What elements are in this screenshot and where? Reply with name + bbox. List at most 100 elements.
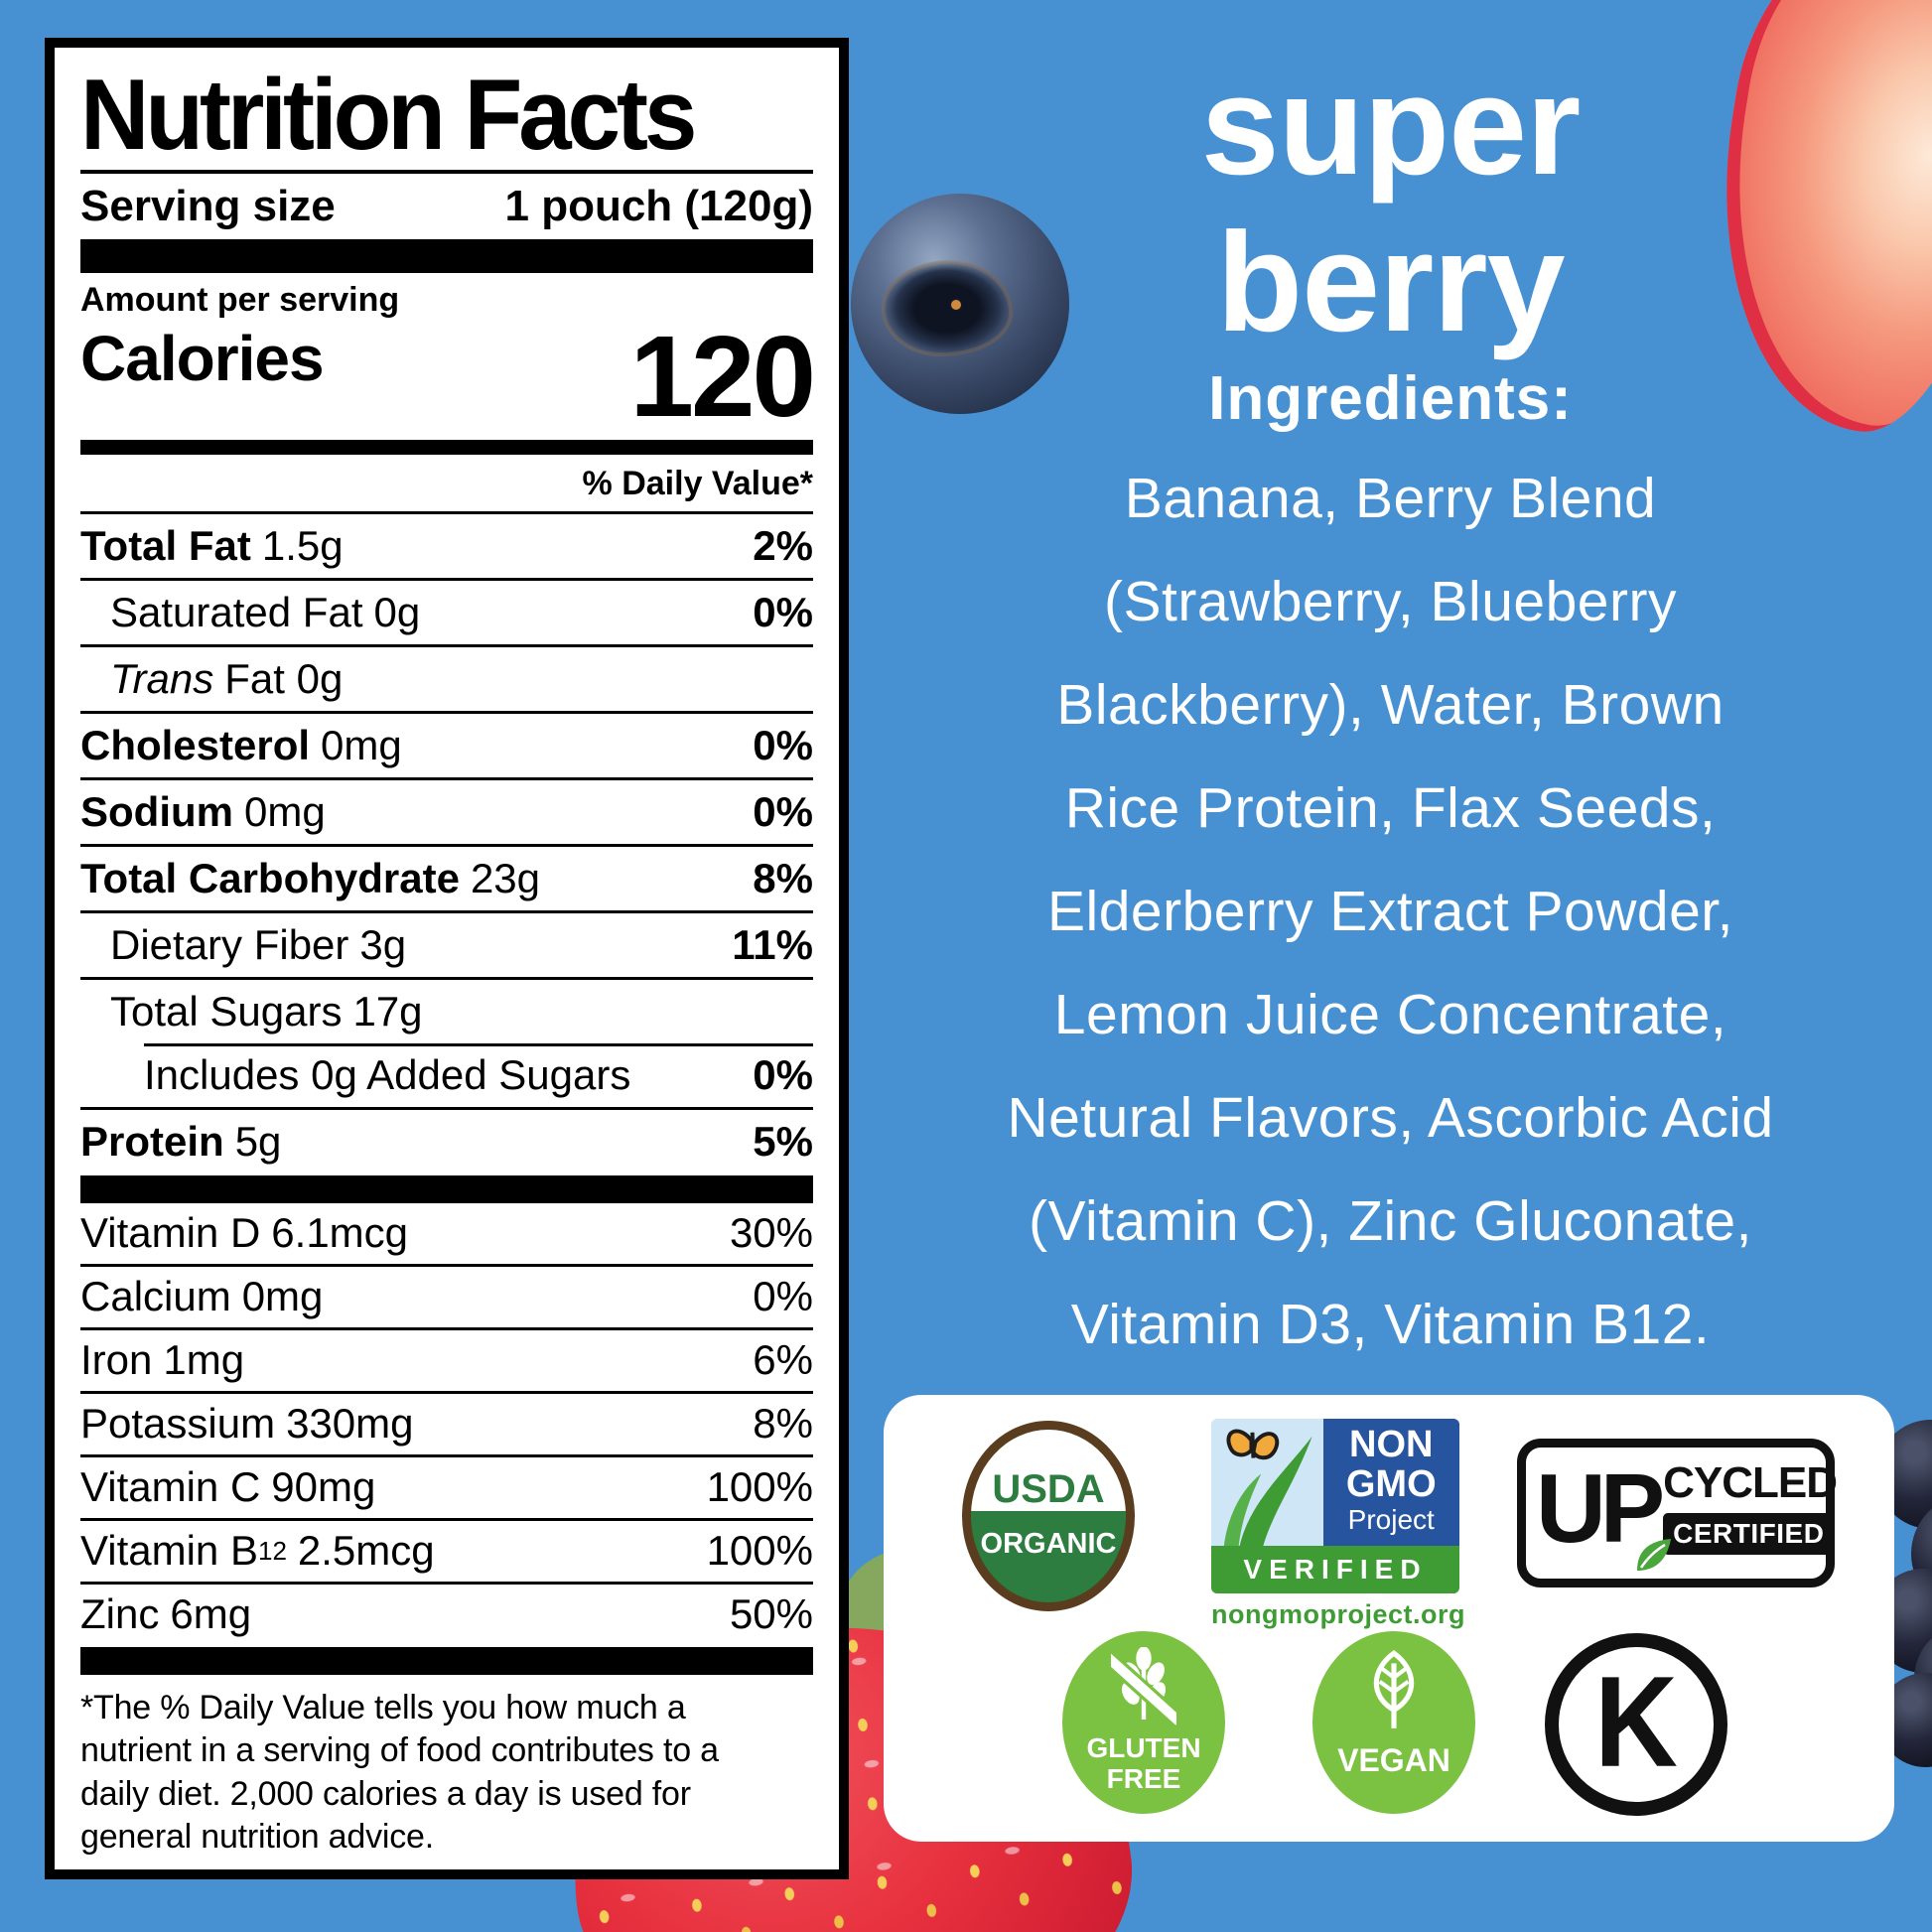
ingredients-line: Banana, Berry Blend — [1124, 467, 1657, 530]
nutrient-dv: 100% — [706, 1527, 813, 1575]
nutrient-row-sodium: Sodium 0mg 0% — [80, 780, 813, 847]
footnote-line: daily diet. 2,000 calories a day is used… — [80, 1774, 691, 1813]
ingredients-line: (Vitamin C), Zinc Gluconate, — [1029, 1189, 1752, 1253]
nutrient-dv: 100% — [706, 1463, 813, 1511]
leaf-icon — [1637, 1539, 1671, 1571]
nutrient-amount: 2.5mcg — [297, 1527, 435, 1575]
nutrient-row-total-carbohydrate: Total Carbohydrate 23g 8% — [80, 847, 813, 913]
nutrition-facts-title: Nutrition Facts — [80, 59, 697, 172]
butterfly-icon — [1223, 1429, 1312, 1547]
nutrient-row-trans-fat: Trans Fat 0g — [80, 647, 813, 714]
nutrient-dv: 0% — [753, 1050, 813, 1098]
daily-value-header: % Daily Value* — [80, 455, 813, 514]
nutrition-facts-panel: Nutrition Facts Serving size 1 pouch (12… — [45, 38, 849, 1879]
nutrient-dv: 5% — [753, 1117, 813, 1165]
product-title: super berry — [849, 48, 1932, 361]
product-title-line2: berry — [1216, 204, 1565, 361]
nutrient-name: Sodium — [80, 787, 233, 835]
nutrient-row-total-sugars: Total Sugars 17g — [80, 980, 813, 1043]
ingredients-line: Vitamin D3, Vitamin B12. — [1070, 1293, 1711, 1356]
nutrient-row-dietary-fiber: Dietary Fiber 3g 11% — [80, 913, 813, 980]
nutrient-amount: 23g — [470, 854, 541, 901]
blueberry-image — [851, 194, 1069, 414]
upcycled-up-label: UP — [1536, 1453, 1665, 1563]
micronutrient-row-potassium: Potassium 330mg 8% — [80, 1394, 813, 1457]
divider-thick — [80, 238, 813, 273]
verified-label: VERIFIED — [1211, 1546, 1459, 1593]
micronutrient-row-iron: Iron 1mg 6% — [80, 1330, 813, 1394]
footnote-line: *The % Daily Value tells you how much a — [80, 1688, 686, 1726]
nutrient-row-protein: Protein 5g 5% — [80, 1110, 813, 1173]
nutrient-amount: Fat 0g — [224, 654, 344, 702]
divider-medium — [80, 439, 813, 455]
micronutrient-row-calcium: Calcium 0mg 0% — [80, 1267, 813, 1330]
wheat-crossed-icon — [1102, 1646, 1185, 1728]
amount-per-serving-label: Amount per serving — [80, 280, 400, 319]
daily-value-footnote: *The % Daily Value tells you how much a … — [80, 1675, 813, 1860]
blueberry-stigma — [951, 299, 962, 310]
nutrient-name: Cholesterol — [80, 721, 311, 768]
nutrient-name: Trans — [110, 654, 214, 702]
non-label: NON — [1349, 1424, 1434, 1465]
nutrient-name: Saturated Fat — [110, 588, 363, 635]
micronutrient-row-vitamin-c: Vitamin C 90mg 100% — [80, 1457, 813, 1521]
ingredients-heading: Ingredients: — [1208, 364, 1573, 433]
footnote-line: nutrient in a serving of food contribute… — [80, 1731, 719, 1770]
nutrient-amount: 6mg — [170, 1590, 252, 1638]
ingredients-line: Netural Flavors, Ascorbic Acid — [1007, 1086, 1774, 1150]
serving-size-row: Serving size 1 pouch (120g) — [80, 174, 813, 239]
calories-label: Calories — [80, 322, 325, 394]
nutrient-name: Dietary Fiber — [110, 920, 349, 968]
footnote-line: general nutrition advice. — [80, 1818, 435, 1857]
nutrient-amount: 3g — [359, 920, 407, 968]
ingredients-list: Banana, Berry Blend (Strawberry, Blueber… — [849, 447, 1932, 1376]
free-label: FREE — [1106, 1763, 1181, 1794]
nutrient-name: Total Sugars — [110, 987, 343, 1035]
nutrient-amount: 0mg — [321, 721, 402, 768]
nutrient-name: Total Carbohydrate — [80, 854, 460, 901]
nutrient-dv: 30% — [729, 1209, 813, 1257]
nutrient-name: Iron — [80, 1336, 153, 1384]
usda-label: USDA — [992, 1467, 1105, 1512]
nutrient-amount: 0g — [373, 588, 421, 635]
nutrient-dv: 11% — [732, 920, 813, 968]
vegan-label: VEGAN — [1337, 1742, 1450, 1778]
nutrient-row-saturated-fat: Saturated Fat 0g 0% — [80, 581, 813, 647]
ingredients-line: (Strawberry, Blueberry — [1104, 570, 1677, 633]
nutrient-name: Includes 0g Added Sugars — [144, 1050, 631, 1098]
organic-label: ORGANIC — [980, 1528, 1117, 1561]
micronutrient-row-vitamin-d: Vitamin D 6.1mcg 30% — [80, 1203, 813, 1267]
serving-size-label: Serving size — [80, 181, 336, 230]
nutrient-dv: 0% — [753, 1273, 813, 1320]
nutrient-name: Calcium — [80, 1273, 231, 1320]
usda-organic-seal: USDA ORGANIC — [962, 1421, 1135, 1611]
nutrient-amount: 1mg — [163, 1336, 245, 1384]
nutrient-name: Zinc — [80, 1590, 160, 1638]
micronutrient-row-vitamin-b12: Vitamin B 12 2.5mcg 100% — [80, 1521, 813, 1585]
calories-block: Amount per serving Calories 120 — [80, 273, 816, 440]
nutrient-dv: 8% — [753, 1400, 813, 1448]
ingredients-line: Lemon Juice Concentrate, — [1053, 983, 1727, 1046]
vegan-badge: VEGAN — [1312, 1631, 1475, 1814]
nutrient-dv: 50% — [729, 1590, 813, 1638]
gmo-label: GMO — [1345, 1463, 1437, 1505]
upcycled-certified-seal: UP CYCLED CERTIFIED — [1517, 1439, 1838, 1587]
micronutrient-row-zinc: Zinc 6mg 50% — [80, 1585, 813, 1645]
upcycled-cycled-label: CYCLED — [1663, 1458, 1838, 1507]
nutrient-dv: 0% — [753, 787, 813, 835]
nutrient-amount: 0mg — [241, 1273, 324, 1320]
nutrient-name: Protein — [80, 1117, 224, 1165]
certification-panel: USDA ORGANIC NON GMO Project VERIFIED no… — [884, 1395, 1894, 1842]
nutrient-amount: 17g — [352, 987, 423, 1035]
nutrient-amount: 90mg — [271, 1463, 376, 1511]
nutrient-name: Vitamin D — [80, 1209, 261, 1257]
gluten-free-badge: GLUTEN FREE — [1062, 1631, 1225, 1814]
nutrient-dv: 2% — [753, 521, 813, 569]
nutrient-dv: 6% — [753, 1336, 813, 1384]
non-gmo-project-seal: NON GMO Project VERIFIED — [1211, 1419, 1459, 1593]
blueberry-calyx — [881, 259, 1013, 357]
divider-thick — [80, 1646, 813, 1675]
divider — [80, 169, 813, 174]
nutrient-name: Vitamin B — [80, 1527, 258, 1575]
serving-size-value: 1 pouch (120g) — [504, 181, 814, 230]
